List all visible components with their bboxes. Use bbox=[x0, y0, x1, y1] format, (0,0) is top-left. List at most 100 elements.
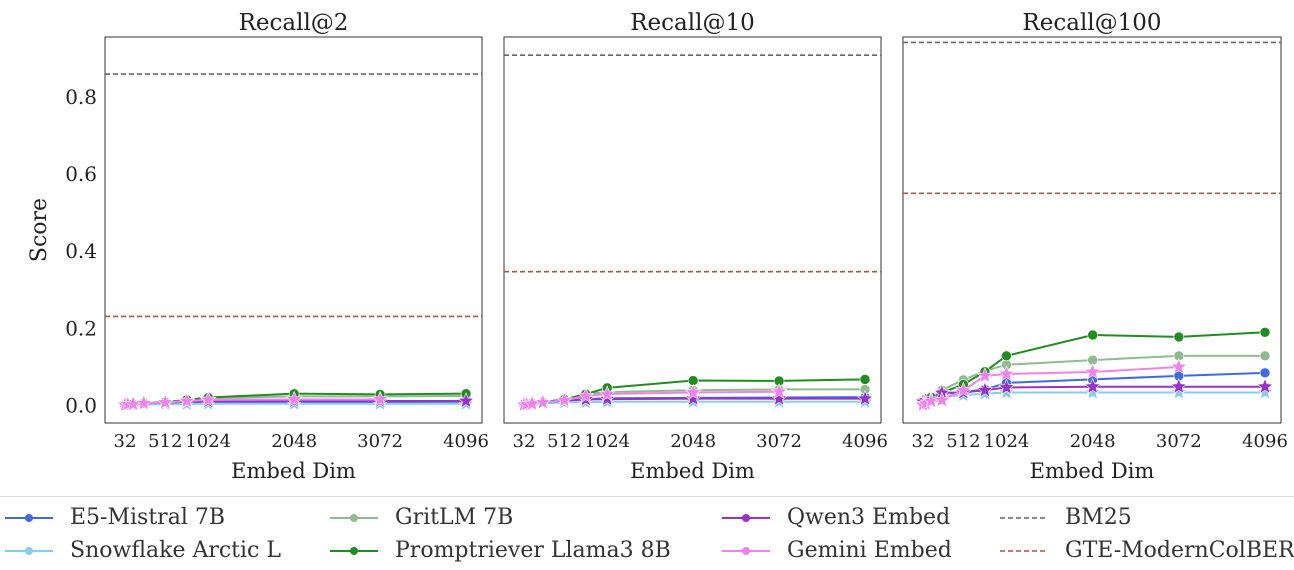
data-point-star bbox=[598, 390, 616, 407]
legend-line-marker-icon bbox=[722, 513, 770, 522]
plot-frame bbox=[104, 36, 483, 424]
data-point-star bbox=[156, 393, 174, 410]
data-point-star bbox=[684, 383, 702, 400]
y-tick-label: 0.0 bbox=[65, 394, 97, 418]
legend-item: Promptriever Llama3 8B bbox=[330, 538, 671, 563]
y-tick-label: 0.6 bbox=[65, 162, 97, 186]
legend-label: Promptriever Llama3 8B bbox=[395, 538, 671, 563]
panel-title: Recall@10 bbox=[630, 10, 755, 36]
x-tick-label: 2048 bbox=[1070, 431, 1116, 452]
series-gemini-embed bbox=[914, 358, 1188, 412]
data-point bbox=[1173, 331, 1185, 343]
data-point-star bbox=[534, 393, 552, 410]
legend-label: E5-Mistral 7B bbox=[70, 505, 226, 530]
panel-recall-at-2: Recall@2 Embed Dim 32 512 1024 2048 3072 4096 0.… bbox=[27, 10, 489, 483]
data-point-star bbox=[1084, 363, 1102, 380]
data-point-star bbox=[976, 381, 994, 398]
data-point-star bbox=[955, 381, 972, 398]
legend-line-marker-icon bbox=[330, 546, 378, 555]
legend-item: E5-Mistral 7B bbox=[5, 505, 225, 530]
x-tick-label: 2048 bbox=[670, 431, 716, 452]
data-point-star bbox=[998, 383, 1015, 400]
data-point-star bbox=[1170, 383, 1188, 400]
legend-dashed-line-icon bbox=[1000, 549, 1048, 552]
x-tick-label: 3072 bbox=[1156, 431, 1202, 452]
legend-item: Snowflake Arctic L bbox=[5, 538, 281, 563]
legend-item: Gemini Embed bbox=[722, 538, 952, 563]
legend-item: Qwen3 Embed bbox=[722, 505, 950, 530]
plot-frame bbox=[902, 36, 1282, 424]
x-tick-label: 1024 bbox=[984, 431, 1030, 452]
x-tick-label: 512 bbox=[148, 431, 182, 452]
panel-title: Recall@100 bbox=[1022, 10, 1161, 36]
y-tick-label: 0.2 bbox=[65, 316, 97, 340]
legend-line-marker-icon bbox=[330, 513, 378, 522]
legend: E5-Mistral 7B Snowflake Arctic L GritLM 7B… bbox=[0, 496, 1294, 570]
legend-label: Gemini Embed bbox=[787, 538, 952, 563]
x-tick-label: 3072 bbox=[357, 431, 403, 452]
data-point-star bbox=[1256, 383, 1274, 400]
legend-label: GTE-ModernColBERT bbox=[1065, 538, 1294, 563]
data-point-star bbox=[555, 391, 573, 408]
y-axis-label: Score bbox=[27, 198, 52, 262]
data-point-star bbox=[684, 389, 702, 406]
x-axis-label: Embed Dim bbox=[1030, 459, 1155, 483]
x-tick-label: 32 bbox=[513, 431, 536, 452]
data-point-star bbox=[371, 390, 389, 407]
data-point-star bbox=[976, 367, 994, 384]
x-tick-label: 3072 bbox=[756, 431, 802, 452]
data-point-star bbox=[770, 382, 788, 399]
legend-item: BM25 bbox=[1000, 505, 1132, 530]
panel-recall-at-100: Recall@100 Embed Dim 32 512 1024 2048 3072 4096 bbox=[902, 10, 1288, 483]
data-point bbox=[1259, 326, 1271, 338]
x-tick-label: 1024 bbox=[185, 431, 231, 452]
panel-title: Recall@2 bbox=[239, 10, 349, 36]
x-tick-label: 512 bbox=[946, 431, 980, 452]
series-gemini-embed bbox=[116, 390, 389, 412]
legend-line-marker-icon bbox=[5, 513, 53, 522]
data-point-star bbox=[598, 385, 616, 402]
plot-frame bbox=[503, 36, 882, 424]
legend-label: BM25 bbox=[1065, 505, 1132, 530]
y-tick-label: 0.8 bbox=[65, 85, 97, 109]
x-tick-label: 512 bbox=[547, 431, 581, 452]
x-tick-label: 32 bbox=[912, 431, 935, 452]
x-tick-label: 32 bbox=[114, 431, 137, 452]
legend-line-marker-icon bbox=[722, 546, 770, 555]
data-point-star bbox=[1084, 377, 1102, 394]
x-tick-label: 4096 bbox=[1242, 431, 1288, 452]
data-point-star bbox=[178, 392, 196, 409]
data-point-star bbox=[770, 389, 788, 406]
data-point-star bbox=[135, 394, 153, 411]
x-axis-label: Embed Dim bbox=[231, 459, 356, 483]
data-point-star bbox=[1170, 358, 1188, 375]
y-tick-label: 0.4 bbox=[65, 239, 97, 263]
data-point bbox=[1259, 350, 1271, 362]
data-point-star bbox=[933, 391, 951, 408]
data-point-star bbox=[1170, 377, 1188, 394]
panel-recall-at-10: Recall@10 Embed Dim 32 512 1024 2048 3072 4096 bbox=[503, 10, 888, 483]
data-point-star bbox=[1084, 383, 1102, 400]
x-tick-label: 1024 bbox=[584, 431, 630, 452]
data-point-star bbox=[998, 365, 1015, 382]
legend-dashed-line-icon bbox=[1000, 516, 1048, 519]
x-tick-label: 4096 bbox=[842, 431, 888, 452]
data-point-star bbox=[285, 390, 303, 407]
legend-label: Qwen3 Embed bbox=[787, 505, 951, 530]
data-point-star bbox=[1256, 377, 1274, 394]
data-point bbox=[1001, 350, 1012, 362]
legend-label: GritLM 7B bbox=[395, 505, 514, 530]
x-tick-label: 4096 bbox=[443, 431, 489, 452]
data-point-star bbox=[199, 391, 217, 407]
data-point bbox=[1087, 329, 1098, 341]
legend-item: GritLM 7B bbox=[330, 505, 513, 530]
data-point bbox=[1259, 367, 1271, 379]
x-tick-label: 2048 bbox=[271, 431, 317, 452]
data-point-star bbox=[856, 389, 874, 406]
data-point bbox=[859, 374, 871, 385]
data-point-star bbox=[457, 392, 475, 409]
legend-item: GTE-ModernColBERT bbox=[1000, 538, 1294, 563]
legend-label: Snowflake Arctic L bbox=[70, 538, 281, 563]
x-axis-label: Embed Dim bbox=[630, 459, 755, 483]
